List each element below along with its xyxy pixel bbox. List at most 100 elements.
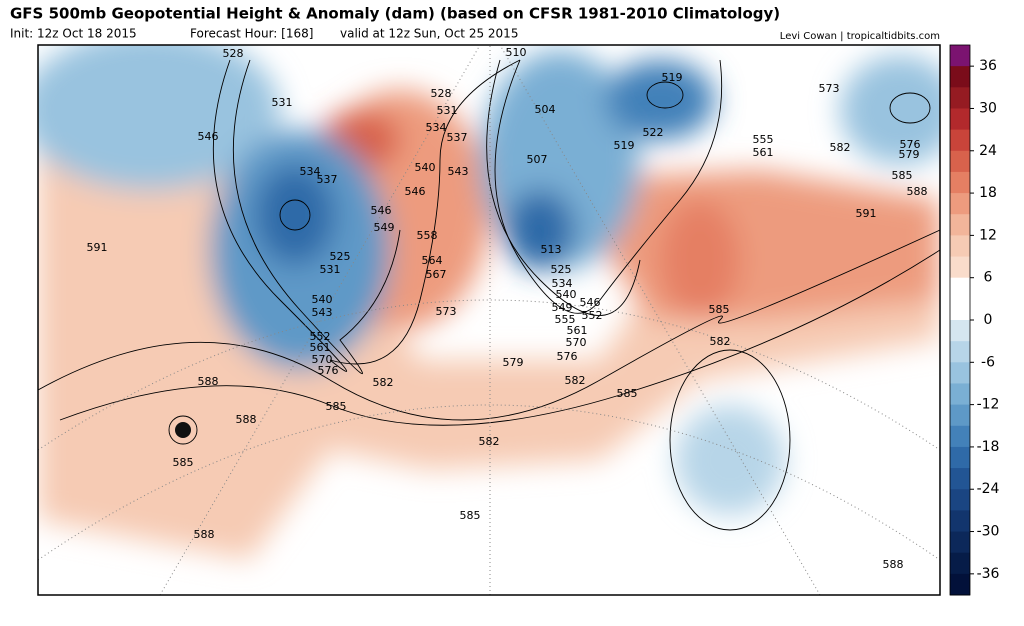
contour-label: 558 bbox=[417, 229, 438, 242]
contour-label: 552 bbox=[582, 309, 603, 322]
contour-label: 579 bbox=[899, 148, 920, 161]
contour-label: 549 bbox=[552, 301, 573, 314]
contour-label: 567 bbox=[426, 268, 447, 281]
contour-label: 555 bbox=[555, 313, 576, 326]
contour-label: 531 bbox=[272, 96, 293, 109]
contour-label: 585 bbox=[460, 509, 481, 522]
colorbar-segment bbox=[950, 277, 970, 300]
init: Init: 12z Oct 18 2015 bbox=[10, 27, 137, 41]
contour-label: 561 bbox=[567, 324, 588, 337]
contour-label: 543 bbox=[312, 306, 333, 319]
contour-label: 561 bbox=[310, 341, 331, 354]
contour-label: 582 bbox=[830, 141, 851, 154]
contour-label: 576 bbox=[557, 350, 578, 363]
colorbar-segment bbox=[950, 573, 970, 596]
contour-label: 582 bbox=[479, 435, 500, 448]
contour-label: 537 bbox=[317, 173, 338, 186]
colorbar-segment bbox=[950, 66, 970, 88]
contour-label: 585 bbox=[892, 169, 913, 182]
colorbar-segment bbox=[950, 552, 970, 575]
contour-label: 585 bbox=[173, 456, 194, 469]
contour-label: 525 bbox=[551, 263, 572, 276]
colorbar-segment bbox=[950, 489, 970, 511]
colorbar-segment bbox=[950, 193, 970, 215]
anomaly-fill bbox=[38, 45, 940, 560]
contour-label: 546 bbox=[580, 296, 601, 309]
colorbar-segment bbox=[950, 383, 970, 406]
contour-label: 579 bbox=[503, 356, 524, 369]
colorbar-segment bbox=[950, 468, 970, 490]
contour-labels: 5285315465345375255315405435525615705765… bbox=[87, 46, 928, 571]
contour-label: 585 bbox=[709, 303, 730, 316]
colorbar-segment bbox=[950, 171, 970, 194]
graticule bbox=[38, 45, 940, 595]
contour-label: 582 bbox=[373, 376, 394, 389]
contour-label: 519 bbox=[614, 139, 635, 152]
contour-label: 507 bbox=[527, 153, 548, 166]
colorbar-segment bbox=[950, 87, 970, 109]
contour-label: 573 bbox=[436, 305, 457, 318]
map-frame bbox=[37, 44, 941, 596]
colorbar-segment bbox=[950, 256, 970, 279]
contour-label: 546 bbox=[371, 204, 392, 217]
colorbar: 36 30 24 18 12 6 0 -6 -12 -18 -24 -30 -36 bbox=[949, 44, 1000, 596]
colorbar-segment bbox=[950, 404, 970, 427]
contour-label: 585 bbox=[326, 400, 347, 413]
contour-label: 513 bbox=[541, 243, 562, 256]
credit: Levi Cowan | tropicaltidbits.com bbox=[780, 31, 940, 42]
contour-label: 504 bbox=[535, 103, 556, 116]
colorbar-segment bbox=[950, 45, 970, 67]
colorbar-tick-label: -36 bbox=[977, 566, 1000, 582]
tropical-low bbox=[175, 422, 191, 438]
contour-label: 540 bbox=[312, 293, 333, 306]
colorbar-tick-label: -30 bbox=[977, 524, 1000, 540]
colorbar-tick-label: -18 bbox=[977, 439, 1000, 455]
contour-label: 561 bbox=[753, 146, 774, 159]
height-contours bbox=[38, 59, 940, 531]
contour-label: 537 bbox=[447, 131, 468, 144]
colorbar-segment bbox=[950, 446, 970, 469]
contour-label: 588 bbox=[907, 185, 928, 198]
contour-label: 546 bbox=[405, 185, 426, 198]
contour-label: 588 bbox=[198, 375, 219, 388]
colorbar-segment bbox=[950, 531, 970, 554]
colorbar-segment bbox=[950, 320, 970, 342]
contour-label: 573 bbox=[819, 82, 840, 95]
contour-label: 591 bbox=[856, 207, 877, 220]
valid-time: valid at 12z Sun, Oct 25 2015 bbox=[340, 27, 518, 41]
colorbar-segment bbox=[950, 235, 970, 258]
colorbar-tick-label: 36 bbox=[979, 58, 997, 74]
contour-label: 552 bbox=[310, 330, 331, 343]
contour-label: 540 bbox=[415, 161, 436, 174]
colorbar-tick-label: 30 bbox=[979, 100, 997, 116]
contour-label: 528 bbox=[431, 87, 452, 100]
colorbar-tick-label: -6 bbox=[981, 354, 995, 370]
contour-label: 576 bbox=[318, 364, 339, 377]
contour-label: 546 bbox=[198, 130, 219, 143]
contour-label: 591 bbox=[87, 241, 108, 254]
colorbar-segment bbox=[950, 510, 970, 533]
contour-label: 531 bbox=[437, 104, 458, 117]
colorbar-tick-label: -12 bbox=[977, 397, 1000, 413]
colorbar-segment bbox=[950, 425, 970, 448]
contour-label: 543 bbox=[448, 165, 469, 178]
contour-label: 531 bbox=[320, 263, 341, 276]
contour-label: 540 bbox=[556, 288, 577, 301]
forecast-hour: Forecast Hour: [168] bbox=[190, 27, 313, 41]
contour-label: 570 bbox=[566, 336, 587, 349]
contour-label: 519 bbox=[662, 71, 683, 84]
colorbar-segment bbox=[950, 214, 970, 236]
contour-label: 528 bbox=[223, 47, 244, 60]
contour-label: 576 bbox=[900, 138, 921, 151]
contour-label: 582 bbox=[565, 374, 586, 387]
colorbar-segment bbox=[950, 129, 970, 152]
map: 5285315465345375255315405435525615705765… bbox=[38, 45, 940, 595]
colorbar-tick-label: 24 bbox=[979, 143, 997, 159]
contour-label: 588 bbox=[883, 558, 904, 571]
colorbar-tick-label: 12 bbox=[979, 227, 997, 243]
contour-label: 564 bbox=[422, 254, 443, 267]
colorbar-tick-label: 6 bbox=[984, 270, 993, 286]
colorbar-segment bbox=[950, 150, 970, 173]
